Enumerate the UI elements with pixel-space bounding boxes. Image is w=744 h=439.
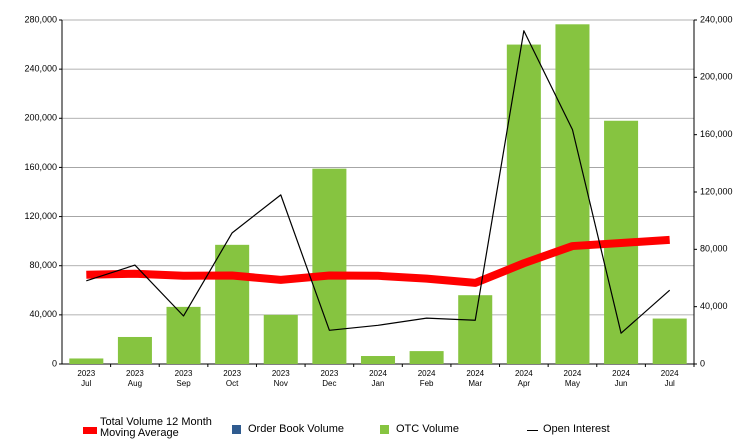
y-tick-label: 240,000 [24, 64, 57, 74]
y2-tick-label: 200,000 [700, 72, 733, 82]
y2-tick-label: 240,000 [700, 14, 733, 24]
y2-tick-label: 160,000 [700, 129, 733, 139]
y-tick-label: 80,000 [29, 260, 57, 270]
x-tick-label: 2023 Sep [174, 369, 193, 388]
bar [458, 295, 493, 364]
bar [506, 44, 541, 364]
x-tick-label: 2024 Apr [514, 369, 533, 388]
y-tick-label: 200,000 [24, 113, 57, 123]
bar [69, 358, 104, 364]
x-tick-label: 2024 Jun [612, 369, 630, 388]
x-tick-label: 2023 Jul [77, 369, 96, 388]
y2-tick-label: 0 [700, 358, 705, 368]
legend-label: OTC Volume [396, 423, 459, 435]
x-tick-label: 2023 Oct [223, 369, 242, 388]
x-tick-label: 2023 Aug [126, 369, 144, 388]
legend-swatch [232, 425, 241, 434]
legend-label: Order Book Volume [248, 423, 344, 435]
legend-label: Open Interest [543, 423, 610, 435]
bar [555, 24, 590, 365]
legend-swatch [380, 425, 389, 434]
x-tick-label: 2024 Jan [369, 369, 387, 388]
line-series [86, 235, 670, 287]
x-tick-label: 2024 May [563, 369, 582, 388]
y-tick-label: 120,000 [24, 211, 57, 221]
x-tick-label: 2024 Feb [417, 369, 436, 388]
y2-tick-label: 80,000 [700, 244, 728, 254]
y2-tick-label: 40,000 [700, 301, 728, 311]
y-tick-label: 0 [52, 358, 57, 368]
bar [215, 244, 250, 364]
y2-tick-label: 120,000 [700, 186, 733, 196]
bar [360, 356, 396, 364]
x-tick-label: 2023 Nov [271, 369, 290, 388]
legend-swatch [83, 426, 97, 434]
x-tick-label: 2024 Jul [660, 369, 679, 388]
bar [312, 168, 347, 364]
y-tick-label: 40,000 [29, 309, 57, 319]
legend-swatch [527, 429, 538, 431]
line-series [86, 30, 671, 334]
x-tick-label: 2024 Mar [466, 369, 485, 388]
x-tick-label: 2023 Dec [320, 369, 339, 388]
bar [409, 351, 444, 364]
y-tick-label: 280,000 [24, 14, 57, 24]
bar [117, 336, 152, 364]
bar [263, 314, 298, 364]
y-tick-label: 160,000 [24, 162, 57, 172]
legend-label: Total Volume 12 Month Moving Average [100, 416, 212, 439]
bar [652, 318, 687, 364]
